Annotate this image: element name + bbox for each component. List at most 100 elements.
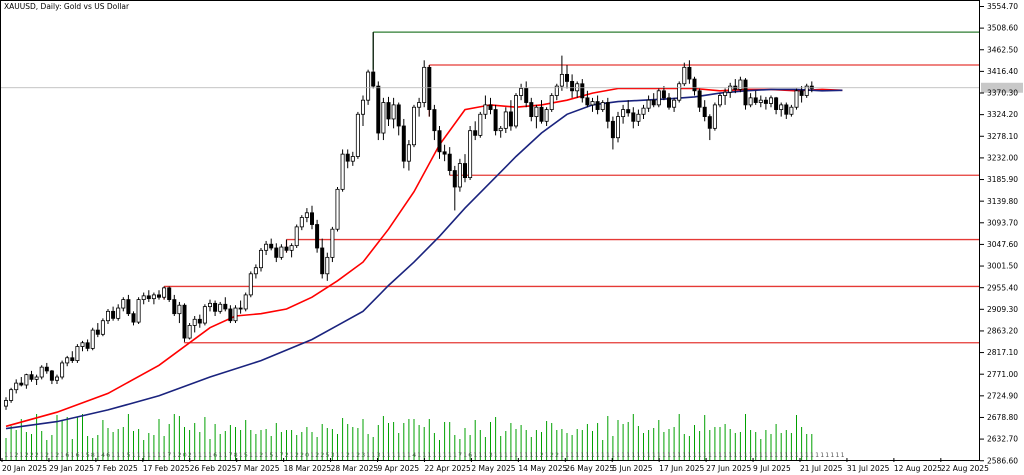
x-tick-label-7: 28 Mar 2025 [331, 464, 379, 473]
volume-label-94: 1 [484, 452, 488, 459]
candle-body-94 [483, 104, 488, 115]
candle-body-98 [503, 111, 508, 129]
candle-37 [192, 316, 197, 333]
candle-body-16 [85, 342, 90, 349]
volume-label-49: 1 [254, 452, 258, 459]
plot-frame [0, 0, 980, 461]
candle-66 [340, 149, 345, 192]
volume-label-55: 2 [285, 452, 289, 459]
volume-label-57: 2 [295, 452, 299, 459]
candle-136 [697, 88, 702, 112]
volume-label-67: 2 [346, 452, 350, 459]
volume-label-147: 1 [754, 452, 758, 459]
x-tick-label-4: 26 Feb 2025 [190, 464, 237, 473]
volume-label-157: 1 [805, 452, 809, 459]
candle-90 [462, 154, 467, 183]
volume-label-73: 3 [377, 452, 381, 459]
candle-22 [116, 304, 121, 321]
volume-label-116: 1 [596, 452, 600, 459]
volume-label-61: 2 [315, 452, 319, 459]
candle-44 [228, 305, 233, 324]
volume-label-30: 1 [157, 452, 161, 459]
candle-body-4 [24, 374, 29, 386]
candle-body-158 [809, 85, 814, 89]
volume-label-24: 5 [127, 452, 131, 459]
candle-105 [539, 100, 544, 124]
candle-body-93 [478, 113, 483, 136]
candle-158 [809, 81, 814, 93]
candle-body-11 [60, 362, 65, 378]
volume-label-42: 1 [218, 452, 222, 459]
volume-bars [5, 414, 813, 460]
candle-74 [381, 97, 386, 141]
volume-label-0: 1 [4, 452, 8, 459]
volume-label-64: 3 [331, 452, 335, 459]
x-tick-label-10: 2 May 2025 [471, 464, 515, 473]
volume-label-53: 1 [275, 452, 279, 459]
candle-body-39 [202, 306, 207, 324]
candle-110 [565, 64, 570, 89]
candle-79 [406, 140, 411, 171]
candle-77 [396, 102, 401, 136]
candle-body-30 [156, 294, 161, 298]
volume-label-45: 8 [234, 452, 238, 459]
candle-body-134 [687, 66, 692, 80]
candle-69 [355, 111, 360, 159]
volume-label-21: 1 [111, 452, 115, 459]
y-tick-label-21: 2586.60 [987, 456, 1018, 465]
candle-body-8 [44, 366, 49, 372]
candle-body-129 [661, 90, 666, 99]
y-tick-label-16: 2817.10 [987, 348, 1018, 357]
volume-label-130: 1 [667, 452, 671, 459]
volume-label-15: 1 [81, 452, 85, 459]
candle-body-25 [131, 313, 136, 323]
candle-body-27 [141, 295, 146, 300]
candle-body-84 [432, 109, 437, 132]
y-tick-label-11: 3047.60 [987, 240, 1018, 249]
candle-86 [442, 144, 447, 162]
candle-body-117 [600, 102, 605, 110]
candle-116 [595, 95, 600, 115]
candle-1 [9, 387, 14, 403]
x-tick-label-1: 29 Jan 2025 [49, 464, 94, 473]
volume-label-135: 1 [693, 452, 697, 459]
volume-label-35: 0 [183, 452, 187, 459]
volume-label-60: 1 [310, 452, 314, 459]
candle-92 [473, 121, 478, 141]
x-tick-label-8: 9 Apr 2025 [378, 464, 420, 473]
candle-68 [350, 151, 355, 166]
candle-151 [774, 96, 779, 115]
y-tick-label-13: 2955.40 [987, 283, 1018, 292]
volume-label-156: 1 [800, 452, 804, 459]
candle-45 [233, 305, 238, 324]
volume-label-92: 1 [473, 452, 477, 459]
y-tick-label-18: 2724.90 [987, 391, 1018, 400]
y-tick-label-9: 3139.80 [987, 197, 1018, 206]
candle-35 [182, 303, 187, 342]
candle-32 [167, 286, 172, 302]
candle-15 [80, 340, 85, 352]
volume-label-50: 2 [259, 452, 263, 459]
candle-2 [14, 379, 19, 394]
volume-label-19: 4 [101, 452, 105, 459]
candle-body-88 [452, 170, 457, 188]
candle-51 [264, 240, 269, 256]
volume-label-95: 3 [489, 452, 493, 459]
candle-body-114 [585, 97, 590, 106]
candle-body-75 [386, 102, 391, 120]
candle-body-15 [80, 342, 85, 347]
volume-label-141: 1 [723, 452, 727, 459]
candle-152 [779, 102, 784, 117]
volume-label-51: 1 [264, 452, 268, 459]
y-tick-label-2: 3462.50 [987, 45, 1018, 54]
candle-134 [687, 60, 692, 84]
candle-85 [437, 125, 442, 159]
candle-93 [478, 111, 483, 138]
volume-label-17: 8 [91, 452, 95, 459]
candle-65 [335, 186, 340, 232]
candle-146 [748, 93, 753, 108]
candle-28 [146, 290, 151, 302]
candle-126 [646, 95, 651, 112]
candle-41 [213, 300, 218, 317]
